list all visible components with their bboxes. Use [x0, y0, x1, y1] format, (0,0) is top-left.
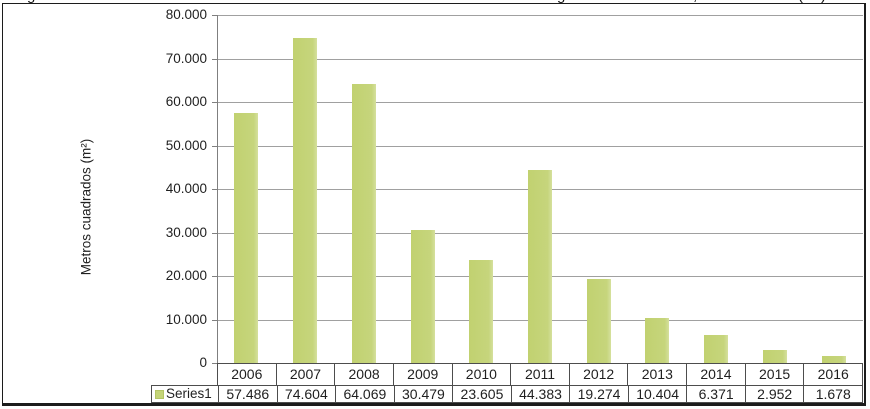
x-category-2015: 2015	[744, 364, 804, 385]
gridline-60.000	[217, 102, 863, 103]
series1-legend-swatch-icon	[155, 389, 164, 399]
bar-2015	[763, 350, 787, 363]
y-tick-label-80.000: 80.000	[165, 7, 207, 22]
y-tick-label-50.000: 50.000	[165, 138, 207, 153]
caption-fragment-4: )	[821, 0, 826, 3]
table-value-2006: 57.486	[218, 386, 277, 402]
table-value-2011: 44.383	[510, 386, 570, 402]
gridline-70.000	[217, 59, 863, 60]
bar-2012	[587, 279, 611, 363]
x-category-2014: 2014	[686, 364, 745, 385]
x-category-2012: 2012	[568, 364, 628, 385]
legend-cell: Series1	[152, 386, 218, 402]
table-value-2012: 19.274	[569, 386, 628, 402]
table-value-2016: 1.678	[803, 386, 862, 402]
table-value-2009: 30.479	[393, 386, 453, 402]
table-value-2008: 64.069	[335, 386, 394, 402]
y-tick-mark	[212, 320, 217, 321]
bar-2008	[352, 84, 376, 363]
bar-2010	[469, 260, 493, 363]
x-category-2011: 2011	[510, 364, 569, 385]
caption-fragment-1: g	[557, 0, 565, 3]
series1-legend-label: Series1	[166, 386, 212, 401]
x-axis-category-row: 2006 2007 2008 2009 2010 2011 2012 2013 2014 2015…	[217, 363, 863, 385]
caption-fragment-2: ,	[693, 0, 697, 3]
chart-border-frame	[2, 3, 866, 406]
table-value-2010: 23.605	[452, 386, 511, 402]
y-tick-label-0: 0	[199, 355, 207, 370]
y-tick-mark	[212, 15, 217, 16]
y-tick-mark	[212, 189, 217, 190]
x-category-2007: 2007	[275, 364, 335, 385]
y-tick-label-20.000: 20.000	[165, 268, 207, 283]
bar-2006	[234, 113, 258, 363]
y-axis-line	[217, 15, 218, 363]
y-tick-mark	[212, 363, 217, 364]
x-category-2010: 2010	[451, 364, 511, 385]
x-category-2013: 2013	[627, 364, 686, 385]
caption-fragment-0: g	[27, 0, 35, 3]
caption-fragment-3: (	[798, 0, 803, 3]
gridline-80.000	[217, 15, 863, 16]
y-tick-mark	[212, 59, 217, 60]
y-tick-label-10.000: 10.000	[165, 312, 207, 327]
y-tick-label-40.000: 40.000	[165, 181, 207, 196]
data-table-value-row: Series1 57.486 74.604 64.069 30.479 23.605 44…	[151, 385, 863, 403]
bar-2011	[528, 170, 552, 363]
bar-2016	[822, 356, 846, 363]
plot-area	[217, 15, 863, 363]
bar-2007	[293, 38, 317, 363]
table-value-2015: 2.952	[744, 386, 804, 402]
y-tick-label-60.000: 60.000	[165, 94, 207, 109]
y-tick-label-30.000: 30.000	[165, 225, 207, 240]
y-tick-mark	[212, 233, 217, 234]
y-tick-mark	[212, 146, 217, 147]
table-value-2013: 10.404	[627, 386, 687, 402]
gridline-50.000	[217, 146, 863, 147]
y-axis-title: Metros cuadrados (m²)	[78, 138, 94, 276]
table-value-2014: 6.371	[686, 386, 745, 402]
bar-2014	[704, 335, 728, 363]
x-category-2016: 2016	[803, 364, 862, 385]
x-category-2006: 2006	[231, 366, 263, 382]
x-category-2009: 2009	[392, 364, 452, 385]
y-tick-mark	[212, 102, 217, 103]
clipped-caption-text: g g, ()	[0, 0, 870, 7]
bar-2013	[645, 318, 669, 363]
x-category-2008: 2008	[334, 364, 393, 385]
table-value-2007: 74.604	[276, 386, 336, 402]
bar-2009	[411, 230, 435, 363]
y-tick-label-70.000: 70.000	[165, 51, 207, 66]
y-tick-mark	[212, 276, 217, 277]
